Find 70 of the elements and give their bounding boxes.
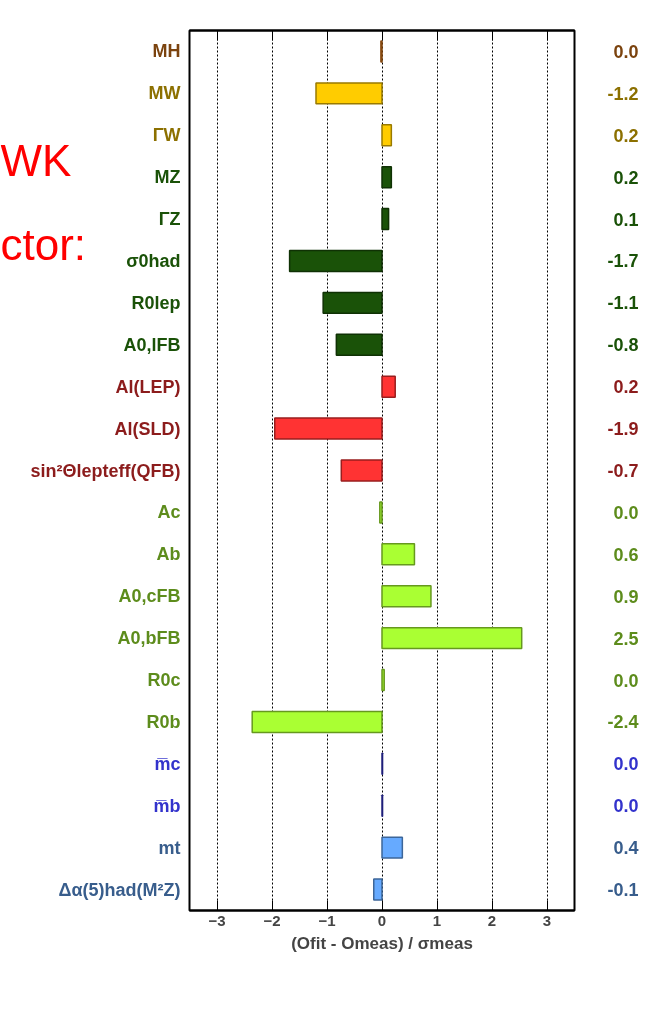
data-label: 0.0 bbox=[613, 796, 639, 817]
data-label: -0.8 bbox=[607, 335, 639, 356]
x-tick-label: −2 bbox=[263, 911, 281, 929]
data-label: 0.0 bbox=[613, 670, 639, 691]
data-label: -1.2 bbox=[607, 83, 639, 104]
y-tick-label: MW bbox=[148, 83, 181, 104]
bar bbox=[315, 82, 383, 105]
data-label: -1.7 bbox=[607, 251, 639, 272]
bar bbox=[381, 124, 393, 147]
y-tick-label: MZ bbox=[154, 167, 181, 188]
y-tick-label: ΓZ bbox=[158, 209, 181, 230]
y-tick-label: A0,bFB bbox=[117, 628, 181, 649]
text: WK bbox=[0, 135, 72, 185]
data-label: 0.0 bbox=[613, 754, 639, 775]
data-label: 0.0 bbox=[613, 41, 639, 62]
y-tick-label: Ab bbox=[156, 544, 181, 565]
data-label: 0.4 bbox=[613, 838, 639, 859]
data-label: 0.9 bbox=[613, 586, 639, 607]
bar bbox=[288, 249, 383, 273]
x-tick-label: −3 bbox=[208, 911, 226, 929]
bar bbox=[381, 375, 396, 398]
bar bbox=[251, 710, 383, 734]
bar bbox=[381, 165, 393, 189]
x-tick-label: 3 bbox=[542, 911, 552, 929]
data-label: 0.2 bbox=[613, 167, 639, 188]
bar bbox=[335, 333, 383, 357]
x-tick-label: 2 bbox=[487, 911, 497, 929]
bar bbox=[373, 878, 383, 901]
y-tick-label: A0,lFB bbox=[123, 334, 181, 355]
data-label: -1.1 bbox=[607, 293, 639, 314]
bar bbox=[274, 417, 383, 440]
data-label: 0.2 bbox=[613, 377, 639, 398]
data-label: -2.4 bbox=[607, 712, 639, 733]
bar bbox=[381, 626, 523, 650]
bar bbox=[381, 543, 416, 566]
y-tick-label: mt bbox=[158, 837, 181, 858]
x-axis-title: (Ofit - Omeas) / σmeas bbox=[291, 933, 473, 953]
text: ctor: bbox=[0, 219, 87, 269]
bar bbox=[381, 668, 385, 692]
data-label: -0.1 bbox=[607, 880, 639, 901]
bar bbox=[381, 584, 432, 608]
y-tick-label: m̅c bbox=[154, 753, 181, 774]
data-label: 0.0 bbox=[613, 502, 639, 523]
x-tick-label: 0 bbox=[377, 911, 387, 929]
y-tick-label: m̅b bbox=[153, 795, 181, 816]
y-tick-label: Al(LEP) bbox=[115, 376, 181, 397]
bar bbox=[381, 836, 404, 859]
y-tick-label: Al(SLD) bbox=[114, 418, 181, 439]
data-label: -0.7 bbox=[607, 461, 639, 481]
y-tick-label: R0c bbox=[147, 670, 181, 691]
y-tick-label: ΓW bbox=[152, 125, 181, 146]
x-tick-label: 1 bbox=[432, 911, 442, 929]
y-tick-label: Ac bbox=[157, 502, 181, 523]
bar bbox=[340, 459, 383, 482]
y-tick-label: MH bbox=[152, 41, 181, 62]
y-tick-label: sin²Θlepteff(QFB) bbox=[30, 460, 181, 481]
bar bbox=[379, 501, 383, 524]
data-label: 0.6 bbox=[613, 544, 639, 565]
y-tick-label: R0b bbox=[146, 711, 181, 732]
y-tick-label: σ0had bbox=[126, 250, 181, 271]
bar bbox=[381, 207, 390, 231]
data-label: 0.1 bbox=[613, 209, 639, 230]
y-tick-label: A0,cFB bbox=[118, 586, 181, 607]
data-label: 2.5 bbox=[613, 628, 639, 649]
data-label: 0.2 bbox=[613, 125, 639, 146]
bar bbox=[322, 291, 383, 315]
y-tick-label: Δα(5)had(M²Z) bbox=[58, 879, 181, 900]
data-label: -1.9 bbox=[607, 419, 639, 440]
x-tick-label: −1 bbox=[318, 911, 336, 929]
y-tick-label: R0lep bbox=[131, 292, 181, 313]
